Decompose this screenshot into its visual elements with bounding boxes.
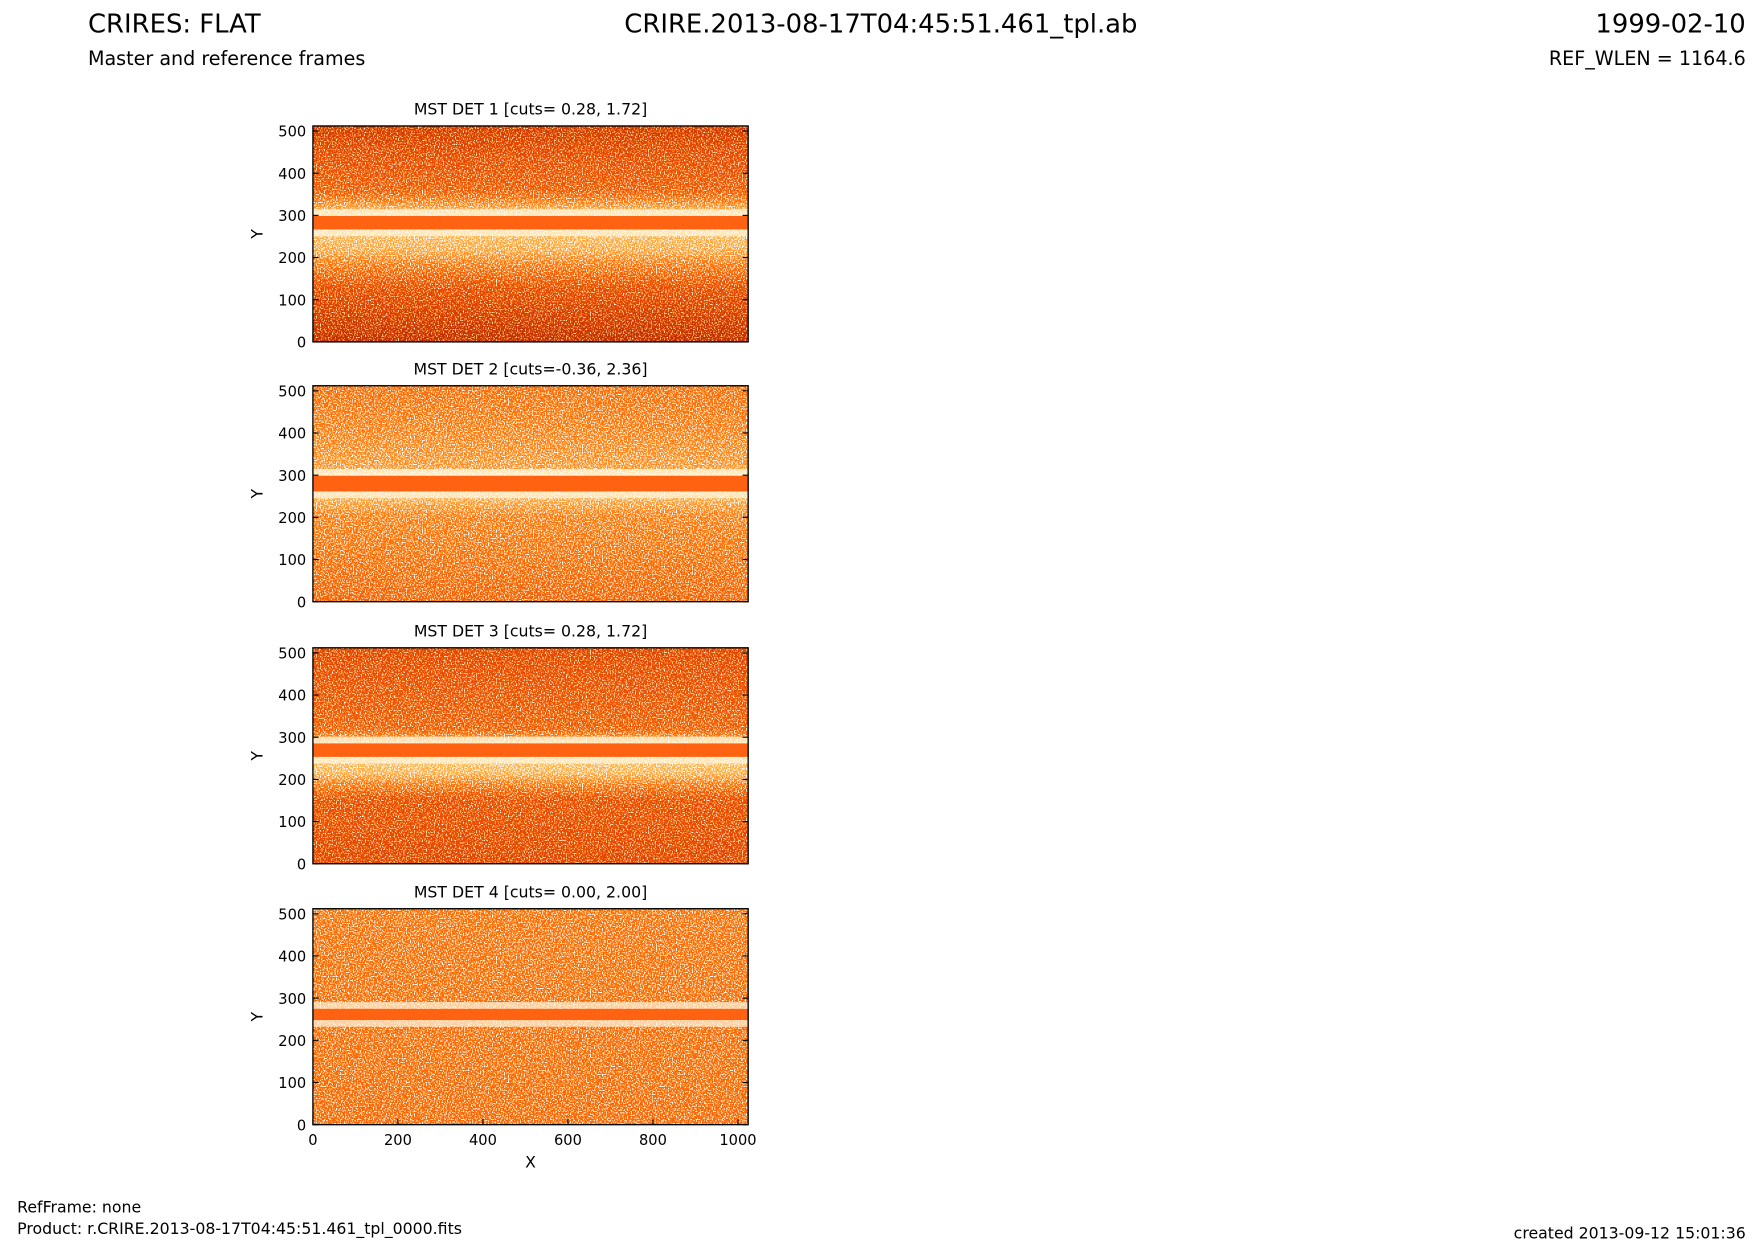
y-tick-label: 0: [297, 335, 306, 352]
y-tick-label: 400: [278, 426, 306, 443]
frame: [312, 385, 749, 603]
y-tick-label: 0: [297, 594, 306, 611]
y-tick-label: 400: [278, 949, 306, 966]
y-tick-label: 400: [278, 688, 306, 705]
panels: MST DET 1 [cuts= 0.28, 1.72] Y 0 100 200 300 4…: [247, 100, 756, 1172]
x-label: X: [525, 1152, 536, 1171]
panel-title: MST DET 3 [cuts= 0.28, 1.72]: [414, 622, 647, 641]
x-tick-label: 200: [384, 1132, 412, 1149]
y-tick-label: 200: [278, 772, 306, 789]
product: Product: r.CRIRE.2013-08-17T04:45:51.461…: [17, 1219, 462, 1239]
y-tick-label: 200: [278, 510, 306, 527]
x-tick-label: 0: [308, 1132, 317, 1149]
y-tick-label: 200: [278, 1033, 306, 1050]
created: created 2013-09-12 15:01:36: [1514, 1223, 1746, 1242]
y-tick-label: 500: [278, 906, 306, 923]
frame: [312, 647, 749, 865]
y-tick-label: 400: [278, 166, 306, 183]
y-tick-label: 0: [297, 856, 306, 873]
image-stripe: [312, 475, 749, 492]
y-tick-label: 500: [278, 383, 306, 400]
frame: [312, 125, 749, 343]
ref-frame: RefFrame: none: [17, 1197, 141, 1216]
image-stripe: [312, 215, 749, 230]
y-label: Y: [247, 489, 266, 500]
panel-title: MST DET 2 [cuts=-0.36, 2.36]: [414, 360, 648, 379]
y-tick-label: 500: [278, 124, 306, 141]
y-tick-label: 300: [278, 208, 306, 225]
y-tick-label: 300: [278, 468, 306, 485]
image-stripe: [312, 1008, 749, 1021]
y-tick-label: 200: [278, 250, 306, 267]
file-name: CRIRE.2013-08-17T04:45:51.461_tpl.ab: [624, 10, 1137, 40]
date: 1999-02-10: [1595, 10, 1745, 40]
x-tick-label: 1000: [719, 1132, 756, 1149]
y-tick-label: 100: [278, 552, 306, 569]
title: CRIRES: FLAT: [88, 10, 261, 40]
y-label: Y: [247, 229, 266, 240]
x-tick-label: 400: [469, 1132, 497, 1149]
y-tick-label: 0: [297, 1117, 306, 1134]
y-tick-label: 300: [278, 991, 306, 1008]
y-tick-label: 100: [278, 1075, 306, 1092]
y-tick-label: 300: [278, 730, 306, 747]
subtitle: Master and reference frames: [88, 47, 365, 70]
y-label: Y: [247, 751, 266, 762]
y-tick-label: 100: [278, 814, 306, 831]
y-label: Y: [247, 1012, 266, 1023]
ref-wlen: REF_WLEN = 1164.6: [1549, 47, 1746, 70]
x-tick-label: 800: [639, 1132, 667, 1149]
panel-title: MST DET 1 [cuts= 0.28, 1.72]: [414, 100, 647, 119]
x-tick-label: 600: [554, 1132, 582, 1149]
image-stripe: [312, 743, 749, 757]
panel-title: MST DET 4 [cuts= 0.00, 2.00]: [414, 882, 647, 901]
y-tick-label: 500: [278, 645, 306, 662]
y-tick-label: 100: [278, 292, 306, 309]
frame: [312, 908, 749, 1126]
